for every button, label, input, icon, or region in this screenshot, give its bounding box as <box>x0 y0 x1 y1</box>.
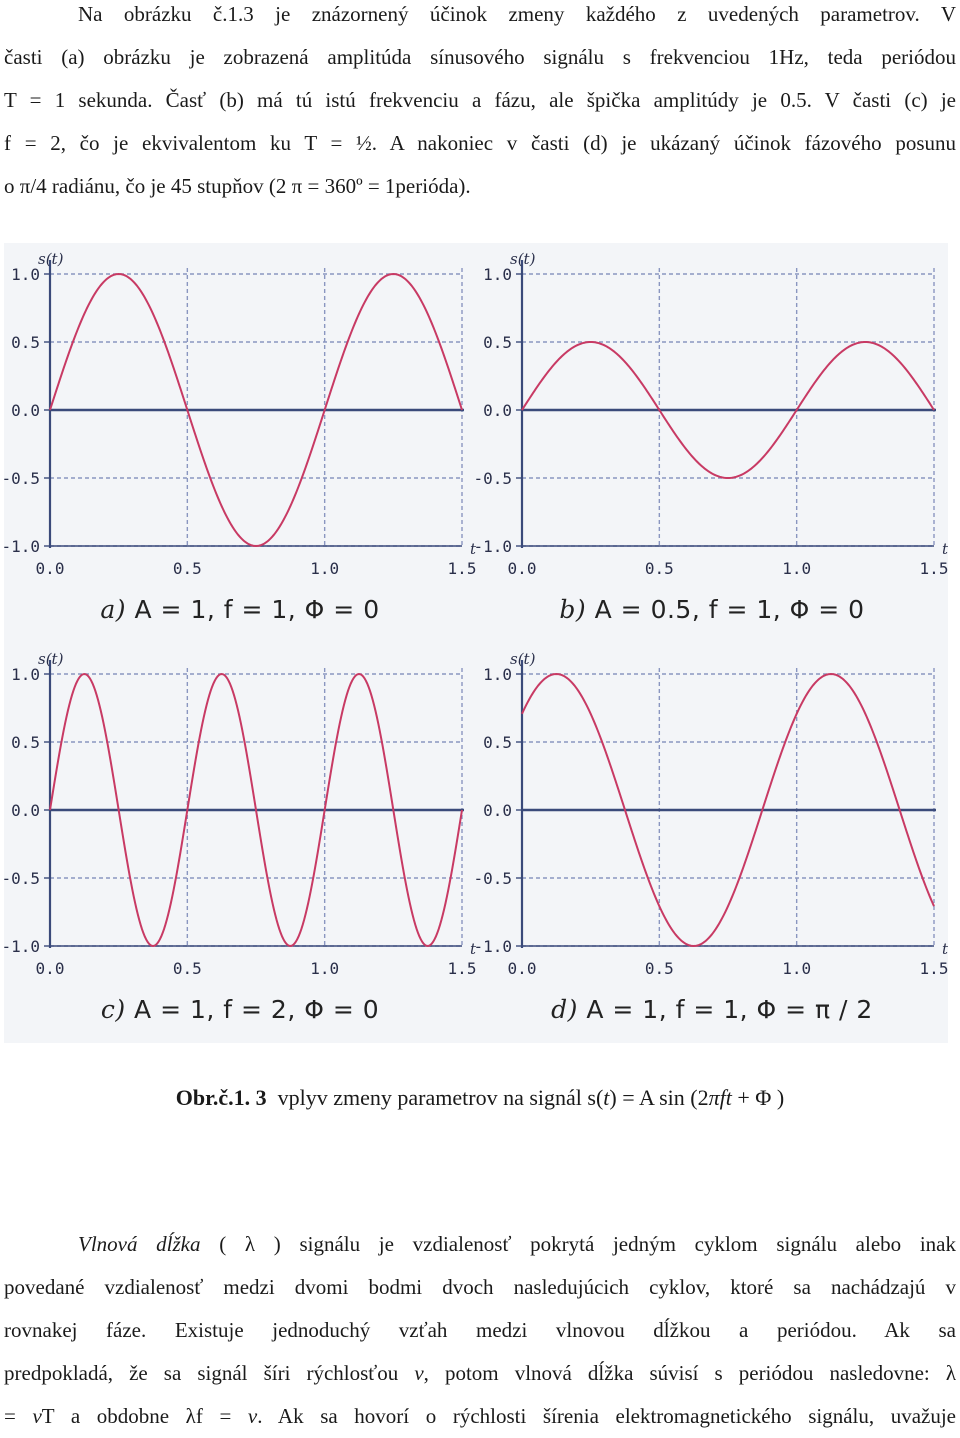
x-tick-label-b-1: 0.5 <box>645 559 674 578</box>
y-tick-label-b-0: 1.0 <box>483 265 512 284</box>
figure-caption-text-2: ) = A sin (2 <box>609 1085 709 1110</box>
x-tick-label-b-2: 1.0 <box>782 559 811 578</box>
term-wavelength: Vlnová dĺžka <box>78 1232 201 1256</box>
x-axis-label-b: t <box>942 540 948 558</box>
y-tick-label-b-3: -0.5 <box>476 469 512 488</box>
chart-d: 1.0 0.5 0.0 -0.5 -1.0 0.0 0.5 1.0 1.5 s(t) t <box>476 650 948 978</box>
y-tick-label-c-2: 0.0 <box>11 801 40 820</box>
y-axis-label-d: s(t) <box>510 650 536 668</box>
chart-caption-d: d) A = 1, f = 1, Φ = π / 2 <box>551 995 873 1024</box>
signal-curve-d <box>521 672 935 948</box>
body-line-5-v1: v <box>32 1404 42 1428</box>
chart-panel-a: 1.0 0.5 0.0 -0.5 -1.0 0.0 0.5 1.0 1.5 s(t) t a) A … <box>4 243 476 643</box>
y-tick-label-d-0: 1.0 <box>483 665 512 684</box>
x-tick-label-d-1: 0.5 <box>645 959 674 978</box>
body-line-5: = vT a obdobne λf = v. Ak sa hovorí o rý… <box>4 1395 956 1438</box>
x-axis-label-d: t <box>942 940 948 958</box>
signal-curve-c <box>49 672 463 948</box>
x-tick-label-b-3: 1.5 <box>920 559 948 578</box>
chart-panel-d: 1.0 0.5 0.0 -0.5 -1.0 0.0 0.5 1.0 1.5 s(t) t d) A … <box>476 643 948 1043</box>
figure-caption-label: Obr.č.1. 3 <box>175 1085 267 1110</box>
chart-panel-c: 1.0 0.5 0.0 -0.5 -1.0 0.0 0.5 1.0 1.5 s(t) t c) A … <box>4 643 476 1043</box>
sine-parameter-figure: 1.0 0.5 0.0 -0.5 -1.0 0.0 0.5 1.0 1.5 s(t) t a) A … <box>4 243 948 1043</box>
chart-caption-c: c) A = 1, f = 2, Φ = 0 <box>100 995 380 1024</box>
body-line-4-a: predpokladá, že sa signál šíri rýchlosťo… <box>4 1361 415 1385</box>
x-tick-label-a-2: 1.0 <box>310 559 339 578</box>
body-line-4: predpokladá, že sa signál šíri rýchlosťo… <box>4 1352 956 1395</box>
x-axis-label-c: t <box>470 940 476 958</box>
body-line-4-b: , potom vlnová dĺžka súvisí s periódou n… <box>423 1361 957 1385</box>
body-line-4-v: v <box>414 1361 424 1385</box>
y-tick-label-c-1: 0.5 <box>11 733 40 752</box>
chart-caption-b: b) A = 0.5, f = 1, Φ = 0 <box>559 595 865 624</box>
body-line-2: povedané vzdialenosť medzi dvomi bodmi d… <box>4 1275 956 1299</box>
x-tick-label-a-0: 0.0 <box>36 559 65 578</box>
x-tick-label-b-0: 0.0 <box>508 559 537 578</box>
y-tick-label-a-1: 0.5 <box>11 333 40 352</box>
body-line-5-b: T a obdobne λf = <box>41 1404 248 1428</box>
y-tick-label-c-4: -1.0 <box>4 937 40 956</box>
intro-line-4: f = 2, čo je ekvivalentom ku T = ½. A na… <box>4 131 956 155</box>
x-tick-label-c-0: 0.0 <box>36 959 65 978</box>
figure-caption-t: t <box>603 1085 610 1110</box>
y-tick-label-a-4: -1.0 <box>4 537 40 556</box>
body-line-5-c: . Ak sa hovorí o rýchlosti šírenia elekt… <box>257 1404 957 1428</box>
y-tick-label-a-0: 1.0 <box>11 265 40 284</box>
y-tick-label-c-0: 1.0 <box>11 665 40 684</box>
x-tick-label-d-0: 0.0 <box>508 959 537 978</box>
chart-caption-a: a) A = 1, f = 1, Φ = 0 <box>100 595 380 624</box>
x-tick-label-a-3: 1.5 <box>448 559 476 578</box>
x-axis-label-a: t <box>470 540 476 558</box>
wavelength-paragraph: Vlnová dĺžka ( λ ) signálu je vzdialenos… <box>4 1223 956 1438</box>
body-line-5-a: = <box>4 1404 33 1428</box>
intro-paragraph: Na obrázku č.1.3 je znázornený účinok zm… <box>4 0 956 208</box>
figure-caption-text-1: vplyv zmeny parametrov na signál s( <box>277 1085 604 1110</box>
x-tick-label-a-1: 0.5 <box>173 559 202 578</box>
y-tick-label-a-3: -0.5 <box>4 469 40 488</box>
body-line-5-v2: v <box>247 1404 258 1428</box>
intro-line-1: Na obrázku č.1.3 je znázornený účinok zm… <box>78 2 956 26</box>
chart-panel-b: 1.0 0.5 0.0 -0.5 -1.0 0.0 0.5 1.0 1.5 s(t) t b) A … <box>476 243 948 643</box>
y-tick-label-c-3: -0.5 <box>4 869 40 888</box>
y-tick-label-d-4: -1.0 <box>476 937 512 956</box>
chart-c: 1.0 0.5 0.0 -0.5 -1.0 0.0 0.5 1.0 1.5 s(t) t <box>4 650 476 978</box>
y-axis-label-c: s(t) <box>38 650 64 668</box>
intro-line-2: časti (a) obrázku je zobrazená amplitúda… <box>4 45 956 69</box>
figure-caption-text-3: + Φ ) <box>731 1085 785 1110</box>
body-line-3: rovnakej fáze. Existuje jednoduchý vzťah… <box>4 1318 956 1342</box>
x-tick-label-d-2: 1.0 <box>782 959 811 978</box>
signal-curve-a <box>49 272 463 548</box>
signal-curve-b <box>521 340 935 480</box>
intro-line-5: o π/4 radiánu, čo je 45 stupňov (2 π = 3… <box>4 174 471 198</box>
y-axis-label-a: s(t) <box>38 250 64 268</box>
y-tick-label-a-2: 0.0 <box>11 401 40 420</box>
body-line-1-rest: ( λ ) signálu je vzdialenosť pokrytá jed… <box>200 1232 957 1256</box>
body-line-1: Vlnová dĺžka ( λ ) signálu je vzdialenos… <box>4 1223 956 1266</box>
x-tick-label-d-3: 1.5 <box>920 959 948 978</box>
y-tick-label-d-1: 0.5 <box>483 733 512 752</box>
chart-b: 1.0 0.5 0.0 -0.5 -1.0 0.0 0.5 1.0 1.5 s(t) t <box>476 250 948 578</box>
y-tick-label-b-2: 0.0 <box>483 401 512 420</box>
y-tick-label-b-1: 0.5 <box>483 333 512 352</box>
y-axis-label-b: s(t) <box>510 250 536 268</box>
x-tick-label-c-1: 0.5 <box>173 959 202 978</box>
figure-caption-pift: πft <box>708 1085 732 1110</box>
x-tick-label-c-3: 1.5 <box>448 959 476 978</box>
chart-a: 1.0 0.5 0.0 -0.5 -1.0 0.0 0.5 1.0 1.5 s(t) t <box>4 250 476 578</box>
y-tick-label-d-2: 0.0 <box>483 801 512 820</box>
figure-caption: Obr.č.1. 3 vplyv zmeny parametrov na sig… <box>0 1085 960 1111</box>
intro-line-3: T = 1 sekunda. Časť (b) má tú istú frekv… <box>4 88 956 112</box>
y-tick-label-b-4: -1.0 <box>476 537 512 556</box>
y-tick-label-d-3: -0.5 <box>476 869 512 888</box>
x-tick-label-c-2: 1.0 <box>310 959 339 978</box>
